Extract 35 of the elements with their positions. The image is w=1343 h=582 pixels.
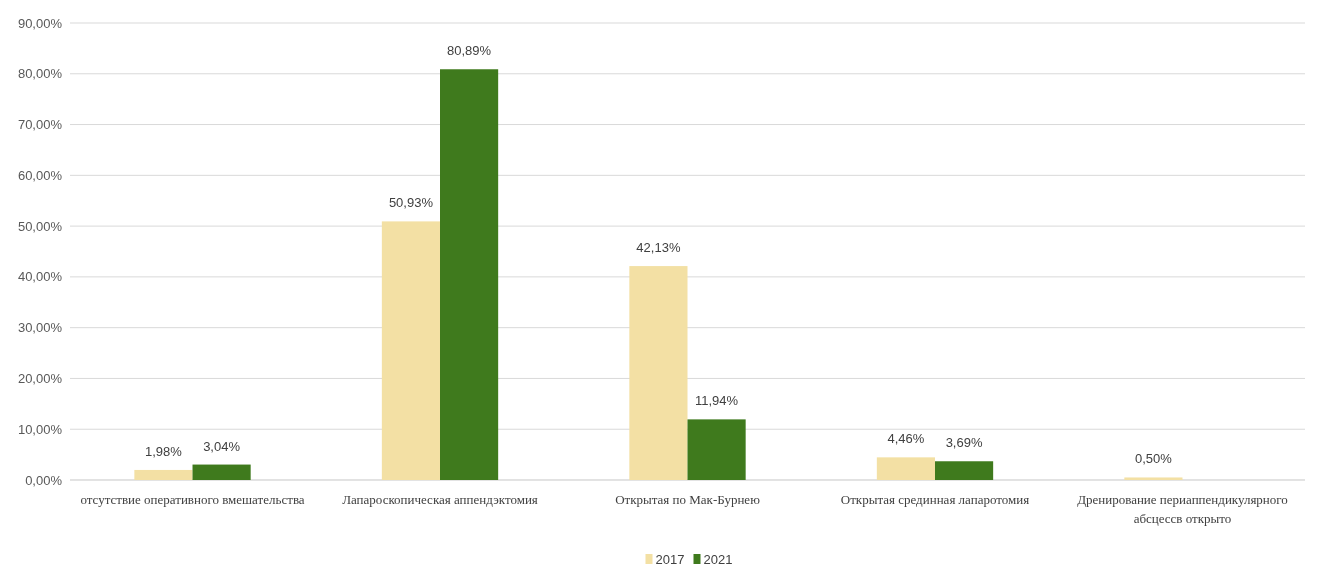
- x-tick-label: Дренирование периаппендикулярного абсцессв открыто: [1077, 492, 1288, 526]
- bar: [192, 464, 251, 480]
- bar: [935, 461, 994, 480]
- data-label: 3,69%: [945, 435, 983, 451]
- data-label: 4,46%: [887, 431, 925, 447]
- data-label: 50,93%: [388, 195, 434, 211]
- x-tick-label: Открытая по Мак-Бурнею: [615, 492, 761, 507]
- bar: [687, 419, 746, 480]
- bar: [876, 457, 935, 480]
- y-tick-label: 20,00%: [17, 370, 63, 386]
- y-tick-label: 0,00%: [25, 472, 63, 488]
- bar: [440, 69, 499, 480]
- y-tick-label: 40,00%: [17, 269, 63, 285]
- data-label: 3,04%: [203, 438, 241, 454]
- y-tick-label: 10,00%: [17, 421, 63, 437]
- y-tick-label: 90,00%: [17, 15, 63, 31]
- data-label: 42,13%: [636, 240, 681, 256]
- legend-label: 2021: [703, 552, 733, 567]
- data-label: 80,89%: [447, 43, 492, 59]
- y-tick-label: 60,00%: [17, 167, 63, 183]
- y-tick-label: 80,00%: [17, 66, 63, 82]
- bar: [629, 266, 688, 480]
- y-tick-label: 50,00%: [17, 218, 63, 234]
- x-tick-label: отсутствие оперативного вмешательства: [80, 492, 305, 507]
- data-label: 11,94%: [695, 393, 739, 409]
- x-tick-label: Лапароскопическая аппендэктомия: [342, 492, 538, 507]
- x-tick-label: Открытая срединная лапаротомия: [840, 492, 1030, 507]
- y-tick-label: 70,00%: [17, 117, 63, 133]
- bar: [134, 469, 193, 480]
- bar: [1124, 477, 1183, 480]
- y-tick-label: 30,00%: [17, 320, 63, 336]
- data-label: 1,98%: [144, 443, 183, 459]
- bar: [381, 221, 441, 480]
- data-label: 0,50%: [1134, 451, 1173, 467]
- legend-label: 2017: [655, 552, 685, 567]
